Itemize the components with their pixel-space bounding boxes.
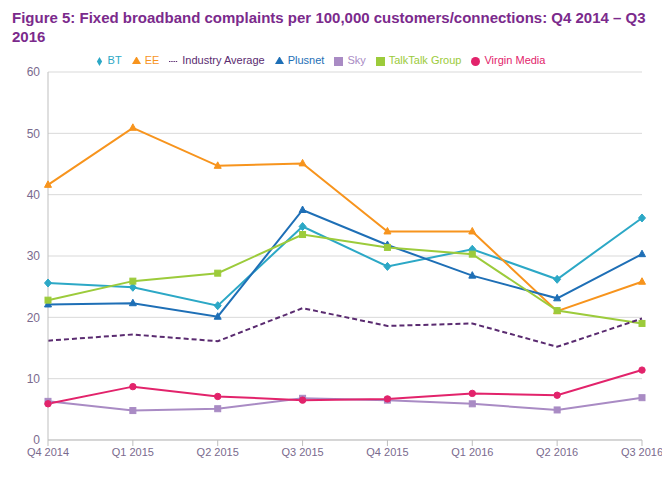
html-text:Virgin Media: Virgin Media [484,54,546,66]
svg-text:20: 20 [27,311,41,325]
svg-text:Q2 2016: Q2 2016 [536,446,578,458]
svg-text:Q1 2015: Q1 2015 [112,446,154,458]
svg-text:Q4 2014: Q4 2014 [27,446,69,458]
html-text:Plusnet: Plusnet [287,54,325,66]
html-text:EE: EE [144,54,160,66]
svg-text:0: 0 [33,433,40,447]
html-text:TalkTalk Group: TalkTalk Group [388,54,462,66]
svg-text:10: 10 [27,372,41,386]
svg-text:40: 40 [27,188,41,202]
svg-text:Q2 2015: Q2 2015 [197,446,239,458]
html-text:BT: BT [107,54,122,66]
html-text:Industry Average: Industry Average [182,54,265,66]
svg-text:60: 60 [27,65,41,79]
svg-text:30: 30 [27,249,41,263]
svg-text:50: 50 [27,127,41,141]
svg-text:Q3 2016: Q3 2016 [621,446,662,458]
html-text:Sky: Sky [347,54,366,66]
svg-text:Q1 2016: Q1 2016 [451,446,493,458]
svg-text:Q4 2015: Q4 2015 [366,446,408,458]
svg-text:Q3 2015: Q3 2015 [281,446,323,458]
html-text:Figure 5: Fixed broadband comp: Figure 5: Fixed broadband complaints per… [12,9,646,45]
